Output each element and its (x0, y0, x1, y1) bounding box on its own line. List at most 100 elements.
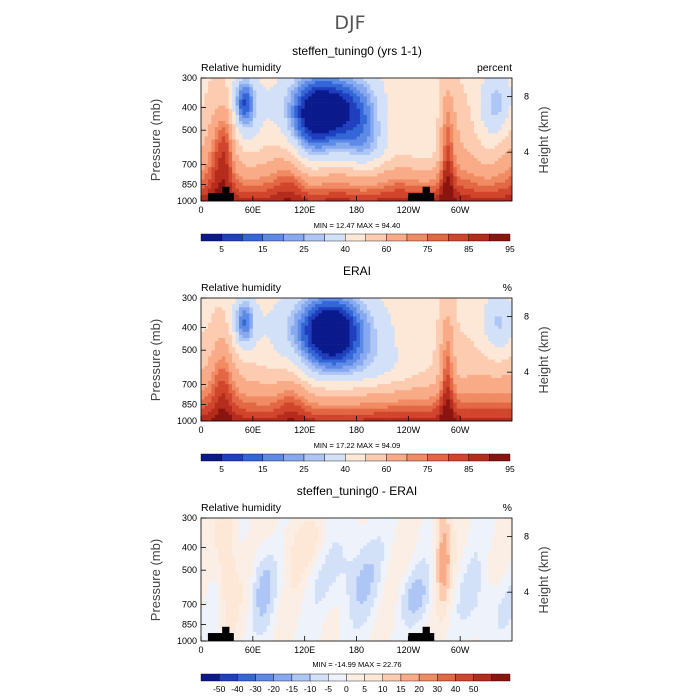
heatmap-cell (325, 78, 330, 82)
heatmap-cell (501, 121, 506, 125)
heatmap-cell (505, 170, 509, 174)
heatmap-cell (470, 298, 475, 302)
heatmap-cell (467, 194, 471, 199)
heatmap-cell (366, 96, 371, 100)
heatmap-cell (380, 151, 385, 156)
heatmap-cell (411, 328, 416, 333)
heatmap-cell (252, 111, 257, 116)
heatmap-cell (204, 133, 209, 137)
heatmap-cell (442, 337, 447, 342)
heatmap-cell (239, 145, 243, 150)
heatmap-cell (453, 102, 458, 106)
heatmap-cell (456, 93, 461, 97)
heatmap-cell (280, 325, 285, 330)
heatmap-cell (270, 161, 274, 165)
heatmap-cell (214, 188, 219, 193)
heatmap-cell (301, 154, 305, 159)
heatmap-cell (321, 93, 326, 97)
heatmap-cell (384, 185, 388, 190)
heatmap-cell (270, 121, 274, 125)
heatmap-cell (467, 334, 471, 339)
heatmap-cell (470, 81, 475, 85)
heatmap-cell (201, 307, 205, 311)
heatmap-cell (370, 114, 375, 119)
heatmap-cell (301, 90, 305, 94)
heatmap-cell (384, 179, 388, 183)
heatmap-cell (201, 133, 205, 137)
heatmap-cell (470, 151, 475, 156)
heatmap-cell (494, 148, 499, 153)
heatmap-cell (501, 331, 506, 336)
heatmap-cell (270, 117, 274, 122)
heatmap-cell (321, 142, 326, 146)
heatmap-cell (218, 341, 223, 345)
heatmap-cell (494, 111, 499, 116)
heatmap-cell (297, 81, 302, 85)
heatmap-cell (235, 151, 240, 156)
heatmap-cell (446, 124, 451, 128)
heatmap-cell (221, 334, 226, 339)
heatmap-cell (363, 176, 368, 180)
heatmap-cell (277, 154, 281, 159)
heatmap-cell (335, 93, 340, 97)
heatmap-cell (297, 108, 302, 113)
heatmap-cell (408, 81, 413, 85)
heatmap-cell (460, 197, 464, 202)
heatmap-cell (391, 319, 395, 323)
pressure-tick-label: 1000 (177, 196, 197, 206)
heatmap-cell (256, 176, 261, 180)
heatmap-cell (391, 167, 395, 171)
heatmap-cell (404, 322, 409, 326)
heatmap-cell (473, 108, 478, 113)
heatmap-cell (456, 322, 461, 326)
heatmap-cell (470, 307, 475, 311)
heatmap-cell (201, 102, 205, 106)
heatmap-cell (308, 87, 312, 91)
heatmap-cell (446, 304, 451, 308)
heatmap-cell (252, 304, 257, 308)
heatmap-cell (346, 142, 350, 146)
heatmap-cell (498, 90, 502, 94)
heatmap-cell (487, 111, 492, 116)
heatmap-cell (401, 173, 406, 177)
heatmap-cell (318, 179, 323, 183)
heatmap-cell (422, 328, 426, 333)
heatmap-cell (460, 310, 464, 314)
heatmap-cell (311, 191, 316, 196)
heatmap-cell (339, 78, 343, 82)
heatmap-cell (346, 136, 350, 140)
heatmap-cell (304, 111, 309, 116)
heatmap-cell (422, 133, 426, 137)
heatmap-cell (460, 121, 464, 125)
heatmap-cell (214, 325, 219, 330)
heatmap-cell (342, 157, 347, 162)
heatmap-cell (494, 142, 499, 146)
heatmap-cell (391, 313, 395, 317)
heatmap-cell (353, 310, 357, 314)
heatmap-cell (456, 96, 461, 100)
heatmap-cell (477, 313, 482, 317)
heatmap-cell (477, 93, 482, 97)
heatmap-cell (498, 87, 502, 91)
heatmap-cell (422, 182, 426, 186)
heatmap-cell (280, 84, 285, 88)
heatmap-cell (280, 124, 285, 128)
heatmap-cell (311, 322, 316, 326)
heatmap-cell (277, 325, 281, 330)
heatmap-cell (415, 188, 419, 193)
heatmap-cell (308, 78, 312, 82)
heatmap-cell (290, 322, 295, 326)
heatmap-cell (356, 121, 361, 125)
heatmap-cell (377, 157, 381, 162)
heatmap-cell (332, 111, 337, 116)
heatmap-cell (363, 307, 368, 311)
heatmap-cell (325, 341, 330, 345)
heatmap-cell (505, 96, 509, 100)
heatmap-cell (418, 81, 423, 85)
heatmap-cell (332, 154, 337, 159)
heatmap-cell (377, 194, 381, 199)
heatmap-cell (349, 179, 354, 183)
heatmap-cell (335, 341, 340, 345)
heatmap-cell (277, 341, 281, 345)
heatmap-cell (214, 310, 219, 314)
